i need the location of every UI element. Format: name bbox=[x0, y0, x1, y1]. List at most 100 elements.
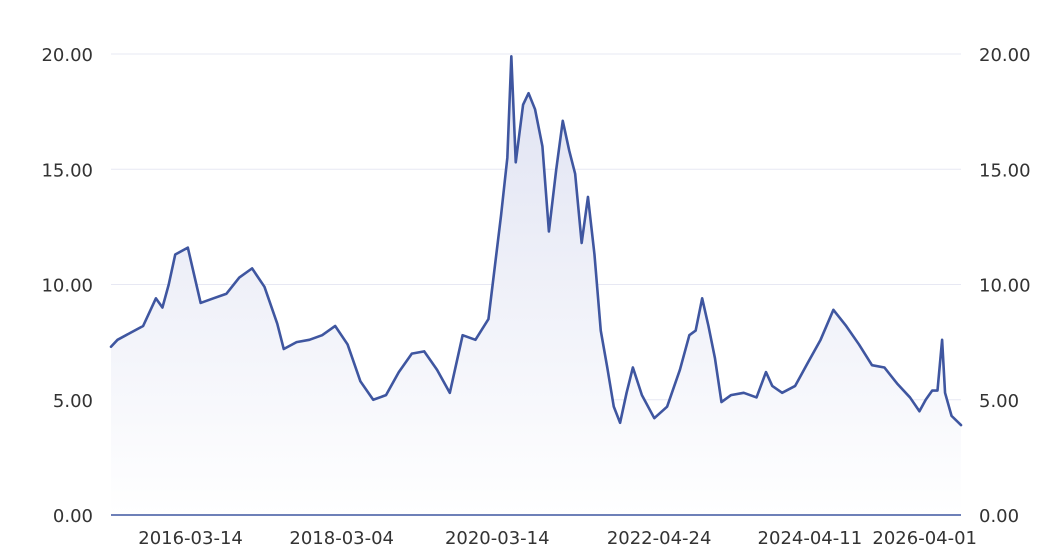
data-point bbox=[359, 380, 362, 383]
data-point bbox=[561, 120, 564, 122]
data-point bbox=[212, 297, 215, 300]
tick-labels: 0.00 0.00 5.00 5.00 10.00 10.00 15.00 15.00 20.0… bbox=[41, 45, 1030, 549]
data-point bbox=[845, 325, 847, 327]
data-point bbox=[251, 267, 253, 270]
data-point bbox=[548, 230, 550, 233]
data-point bbox=[918, 410, 921, 413]
x-tick-label: 2020-03-14 bbox=[445, 528, 550, 549]
data-point bbox=[771, 385, 774, 387]
data-point bbox=[282, 348, 285, 350]
data-point bbox=[819, 339, 822, 341]
data-point bbox=[167, 283, 170, 286]
data-point bbox=[116, 339, 119, 341]
data-point bbox=[238, 276, 241, 279]
data-point bbox=[871, 364, 873, 366]
data-point bbox=[666, 405, 668, 408]
data-point bbox=[411, 352, 413, 355]
data-point bbox=[931, 389, 934, 392]
data-point bbox=[129, 332, 132, 334]
data-point bbox=[794, 385, 796, 387]
data-point bbox=[187, 246, 189, 249]
data-point bbox=[941, 339, 943, 341]
data-point bbox=[510, 55, 513, 58]
data-point bbox=[385, 394, 387, 396]
y-tick-label-left: 0.00 bbox=[53, 506, 93, 527]
data-point bbox=[372, 398, 375, 401]
data-point bbox=[714, 357, 716, 360]
x-tick-label: 2026-04-01 bbox=[872, 528, 977, 549]
data-point bbox=[506, 156, 509, 159]
data-point bbox=[574, 173, 576, 175]
data-point bbox=[346, 343, 349, 346]
data-point bbox=[679, 368, 681, 371]
data-point bbox=[580, 242, 583, 244]
x-tick-label: 2016-03-14 bbox=[138, 528, 243, 549]
data-point bbox=[944, 392, 946, 394]
data-point bbox=[950, 415, 953, 417]
data-point bbox=[593, 253, 596, 256]
data-point bbox=[858, 343, 860, 346]
data-point bbox=[199, 302, 202, 304]
data-point bbox=[555, 168, 558, 171]
y-tick-label-left: 15.00 bbox=[41, 160, 93, 181]
data-point bbox=[541, 145, 544, 147]
data-point bbox=[587, 196, 589, 198]
data-point bbox=[883, 366, 886, 369]
data-point bbox=[701, 297, 703, 300]
data-point bbox=[694, 329, 697, 332]
area-fill-group bbox=[111, 56, 961, 516]
data-point bbox=[110, 345, 112, 348]
y-tick-label-left: 5.00 bbox=[53, 391, 93, 412]
data-point bbox=[142, 325, 144, 327]
data-point bbox=[625, 392, 628, 394]
y-tick-label-left: 10.00 bbox=[41, 276, 93, 297]
data-point bbox=[461, 334, 464, 337]
series-area-fill bbox=[111, 56, 961, 516]
data-point bbox=[423, 350, 426, 353]
data-point bbox=[765, 371, 767, 373]
data-point bbox=[632, 366, 634, 369]
data-point bbox=[742, 392, 745, 394]
data-point bbox=[527, 92, 530, 94]
data-point bbox=[688, 334, 691, 337]
data-point bbox=[263, 286, 266, 288]
data-point bbox=[155, 297, 157, 300]
data-point bbox=[612, 405, 615, 408]
data-point bbox=[161, 306, 164, 309]
data-point bbox=[449, 392, 451, 394]
data-point bbox=[909, 396, 911, 399]
x-tick-label: 2022-04-24 bbox=[607, 528, 712, 549]
data-point bbox=[500, 214, 502, 217]
data-point bbox=[334, 325, 337, 327]
data-point bbox=[641, 394, 643, 396]
data-point bbox=[308, 339, 311, 341]
data-point bbox=[398, 371, 400, 373]
data-point bbox=[568, 150, 571, 152]
data-point bbox=[599, 329, 602, 332]
data-point bbox=[436, 368, 438, 371]
data-point bbox=[225, 292, 228, 295]
data-point bbox=[474, 339, 477, 341]
data-point bbox=[487, 318, 490, 320]
data-point bbox=[896, 382, 898, 385]
series-line-group bbox=[109, 55, 963, 427]
data-point bbox=[295, 341, 298, 343]
data-point bbox=[730, 394, 732, 396]
x-tick-label: 2018-03-04 bbox=[289, 528, 394, 549]
data-point bbox=[924, 398, 927, 401]
data-point bbox=[832, 309, 835, 311]
data-point bbox=[755, 396, 758, 399]
data-point bbox=[653, 417, 656, 419]
data-points bbox=[110, 55, 962, 426]
y-tick-label-right: 15.00 bbox=[979, 160, 1031, 181]
data-point bbox=[276, 322, 279, 325]
data-point bbox=[522, 103, 524, 106]
data-point bbox=[534, 108, 536, 111]
data-point bbox=[781, 392, 783, 394]
data-point bbox=[321, 334, 323, 337]
data-point bbox=[720, 401, 723, 403]
x-tick-label: 2024-04-11 bbox=[758, 528, 863, 549]
data-point bbox=[619, 422, 621, 424]
